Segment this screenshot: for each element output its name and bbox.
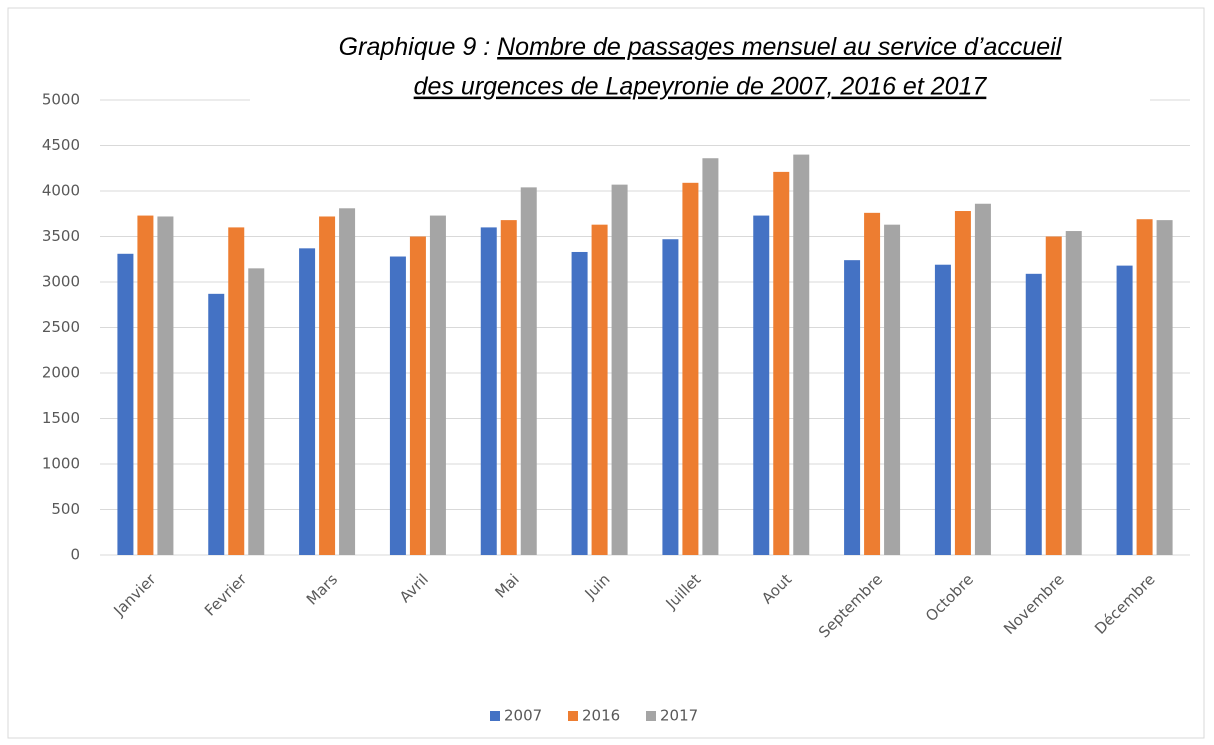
bar [662, 239, 679, 556]
bar [954, 211, 971, 555]
chart-title: Graphique 9 : Nombre de passages mensuel… [339, 33, 1063, 61]
bar [1025, 273, 1042, 555]
bar [844, 260, 861, 555]
y-tick-label: 2000 [42, 364, 80, 382]
bar [389, 256, 406, 555]
y-tick-label: 4000 [42, 182, 80, 200]
bar [611, 184, 628, 555]
title-line-2: des urgences de Lapeyronie de 2007, 2016… [414, 73, 988, 101]
y-tick-label: 5000 [42, 91, 80, 109]
y-tick-label: 4500 [42, 136, 80, 154]
bar [117, 253, 134, 556]
bar [793, 154, 810, 555]
y-tick-label: 3500 [42, 227, 80, 245]
bar [934, 264, 951, 555]
bar [429, 215, 446, 555]
title-background [250, 24, 1150, 106]
bar [884, 224, 901, 556]
bar [571, 251, 588, 555]
bar [137, 215, 154, 555]
legend-swatch [568, 711, 578, 721]
legend-label: 2017 [660, 707, 698, 725]
title-line-1: Nombre de passages mensuel au service d’… [497, 33, 1063, 61]
bar [157, 216, 174, 556]
y-tick-label: 1000 [42, 455, 80, 473]
legend-label: 2016 [582, 707, 620, 725]
bar [480, 227, 497, 555]
y-tick-label: 2500 [42, 318, 80, 336]
y-tick-label: 0 [70, 546, 80, 564]
bar [591, 224, 608, 556]
bar [208, 293, 225, 555]
bar [682, 182, 699, 555]
bar [1156, 220, 1173, 555]
bar [753, 215, 770, 555]
bar [864, 212, 881, 555]
bar [409, 236, 426, 555]
legend-swatch [646, 711, 656, 721]
bar [520, 187, 537, 556]
bar [248, 268, 265, 555]
legend-label: 2007 [504, 707, 542, 725]
bar [1136, 219, 1153, 555]
bar [702, 158, 719, 556]
bar [773, 171, 790, 555]
y-tick-label: 1500 [42, 409, 80, 427]
bar [500, 220, 517, 555]
bar [1065, 231, 1082, 556]
y-tick-label: 3000 [42, 273, 80, 291]
bar [299, 248, 316, 555]
bar [974, 203, 991, 556]
bar [1116, 265, 1133, 555]
title-prefix: Graphique 9 : [339, 33, 491, 61]
bar [319, 216, 336, 556]
bar [1045, 236, 1062, 555]
bar [228, 227, 245, 555]
bar [339, 208, 356, 556]
legend-swatch [490, 711, 500, 721]
y-tick-label: 500 [51, 500, 80, 518]
